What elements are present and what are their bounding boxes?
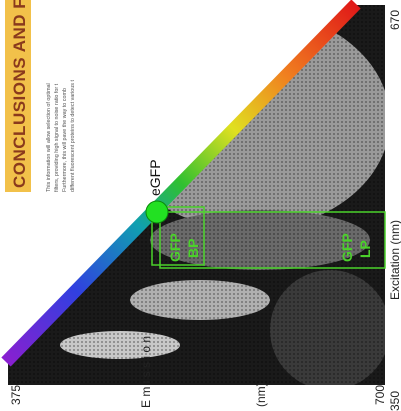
bp-label: GFP — [167, 233, 183, 262]
egfp-label: eGFP — [147, 159, 163, 196]
excitation-end: 670 — [388, 10, 401, 30]
heading-bar — [5, 0, 31, 192]
lp-filter-box — [159, 211, 386, 269]
emission-end: 700 — [373, 385, 387, 405]
spectrum-diagonal — [1, 0, 361, 367]
emission-unit: (nm) — [254, 382, 268, 407]
paragraph-line: filters, providing high signal to noise … — [54, 83, 60, 192]
bp-label: BP — [185, 239, 201, 258]
paragraph-line: Furthermore, this will pave the way to c… — [62, 88, 68, 192]
paragraph: This information will allow selection of… — [46, 80, 76, 192]
lp-label: LP — [357, 240, 373, 258]
emission-start: 375 — [9, 385, 23, 405]
egfp-marker — [145, 200, 169, 224]
lp-label: GFP — [339, 233, 355, 262]
heading: CONCLUSIONS AND F — [10, 0, 29, 188]
paragraph-line: different fluorescent proteins to detect… — [70, 80, 76, 192]
excitation-start: 350 — [388, 391, 401, 411]
emission-label: E m i s s i o n — [139, 336, 153, 408]
paragraph-line: This information will allow selection of… — [46, 83, 52, 192]
bp-filter-box — [151, 206, 205, 266]
excitation-label: Excitation (nm) — [388, 220, 401, 300]
